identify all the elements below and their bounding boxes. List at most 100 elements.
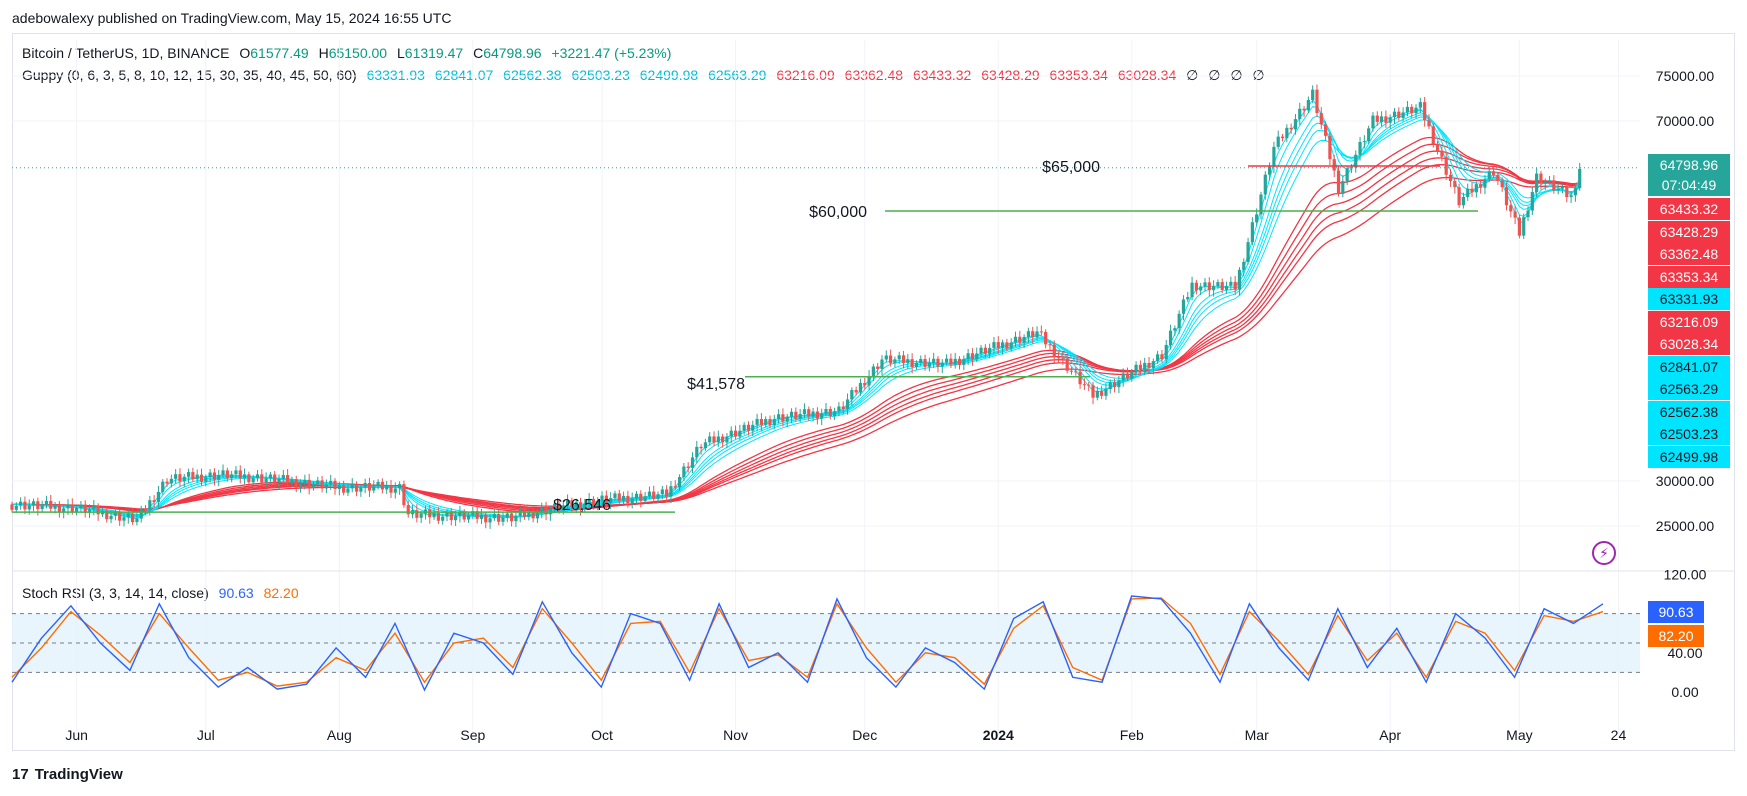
candle-body [268, 474, 273, 479]
candle-body [234, 470, 238, 475]
candle-body [1160, 354, 1164, 360]
candle-body [466, 515, 471, 520]
candle-body [992, 342, 996, 348]
guppy-ribbon-line [12, 136, 1580, 513]
candle-body [957, 358, 962, 365]
candle-body [647, 491, 652, 497]
candle-body [863, 382, 867, 386]
candle-body [789, 411, 794, 417]
candle-body [1323, 124, 1328, 136]
candle-body [540, 507, 544, 514]
guppy-short-value: 62499.98 [639, 67, 699, 83]
candle-body [1009, 342, 1013, 349]
price-tag: 64798.96 [1648, 154, 1730, 176]
candle-body [1509, 205, 1513, 212]
candle-body [130, 513, 135, 523]
candle-body [1578, 168, 1582, 189]
candle-body [161, 481, 165, 492]
candle-body [1375, 115, 1379, 122]
candle-body [975, 353, 979, 360]
candle-body [389, 485, 393, 493]
guppy-long-value: 63428.29 [981, 67, 1040, 83]
candle-body [1362, 141, 1366, 143]
time-axis-label: Oct [591, 727, 613, 743]
candle-body [1065, 358, 1069, 371]
candle-body [807, 409, 811, 417]
candle-body [1078, 371, 1082, 385]
candle-body [578, 502, 583, 509]
candle-body [329, 480, 333, 485]
stoch-label[interactable]: Stoch RSI (3, 3, 14, 14, close) [22, 585, 209, 601]
candle-body [290, 479, 294, 484]
candle-body [1095, 390, 1099, 398]
candle-body [1298, 108, 1302, 120]
price-axis-label: 70000.00 [1656, 113, 1715, 129]
candle-body [574, 502, 578, 508]
symbol-title[interactable]: Bitcoin / TetherUS, 1D, BINANCE [22, 45, 230, 61]
candle-body [1504, 187, 1509, 206]
candle-body [174, 474, 178, 479]
candle-body [695, 446, 699, 458]
guppy-ribbon-line [12, 116, 1581, 518]
guppy-ribbon-line [12, 176, 1580, 510]
candle-body [682, 466, 686, 478]
guppy-long-value: 63028.34 [1117, 67, 1177, 83]
candle-body [876, 366, 880, 369]
candle-body [277, 478, 281, 483]
brand-name: TradingView [34, 766, 123, 783]
footer-brand[interactable]: 17 TradingView [12, 766, 123, 783]
guppy-ribbon-line [12, 163, 1580, 511]
candle-body [1216, 282, 1220, 287]
candle-body [49, 500, 53, 509]
candle-body [665, 489, 669, 497]
stoch-axis-label: 40.00 [1667, 645, 1702, 661]
guppy-ribbon-line [11, 99, 1581, 520]
candle-body [690, 457, 695, 468]
candle-body [1190, 282, 1194, 297]
candle-body [1005, 342, 1009, 349]
candle-body [531, 511, 535, 519]
candle-body [354, 484, 359, 492]
annotation-label: $60,000 [809, 204, 867, 221]
lightning-icon[interactable]: ⚡ [1592, 541, 1616, 565]
candle-body [1151, 361, 1155, 368]
candle-body [764, 419, 768, 425]
guppy-legend[interactable]: Guppy (0, 6, 3, 5, 8, 10, 12, 15, 30, 35… [22, 67, 1271, 84]
ohlc-legend[interactable]: Bitcoin / TetherUS, 1D, BINANCE O61577.4… [22, 45, 677, 61]
price-tag: 63331.93 [1648, 288, 1730, 310]
candle-body [1526, 210, 1530, 218]
candle-body [398, 484, 402, 489]
guppy-label[interactable]: Guppy (0, 6, 3, 5, 8, 10, 12, 15, 30, 35… [22, 67, 357, 83]
candle-body [1147, 362, 1151, 368]
candle-body [1384, 116, 1388, 123]
candle-body [428, 509, 432, 518]
candle-body [828, 409, 832, 417]
candle-body [342, 485, 346, 493]
candle-body [1194, 282, 1198, 291]
candle-body [70, 504, 74, 513]
candle-body [1427, 120, 1431, 127]
candle-body [906, 359, 910, 364]
candle-body [634, 493, 639, 499]
candle-body [380, 481, 384, 490]
guppy-long-value: 63353.34 [1049, 67, 1108, 83]
candle-body [1388, 117, 1392, 123]
candle-body [794, 411, 798, 419]
time-axis-label: Jul [197, 727, 215, 743]
price-tag: 63216.09 [1648, 310, 1730, 333]
publisher-line: adebowalexy published on TradingView.com… [12, 10, 452, 26]
candle-body [1410, 106, 1414, 114]
countdown-tag: 07:04:49 [1648, 174, 1730, 196]
stoch-series-line [11, 595, 1604, 692]
open-value: O61577.49 [239, 45, 309, 61]
candle-body [195, 474, 199, 480]
stoch-legend[interactable]: Stoch RSI (3, 3, 14, 14, close) 90.63 82… [22, 585, 305, 601]
candle-body [10, 504, 14, 510]
tradingview-logo-icon: 17 [12, 766, 29, 783]
candle-body [927, 362, 931, 367]
candle-body [1289, 127, 1293, 130]
candle-body [217, 475, 221, 480]
candle-body [44, 500, 49, 505]
candle-body [884, 355, 888, 360]
